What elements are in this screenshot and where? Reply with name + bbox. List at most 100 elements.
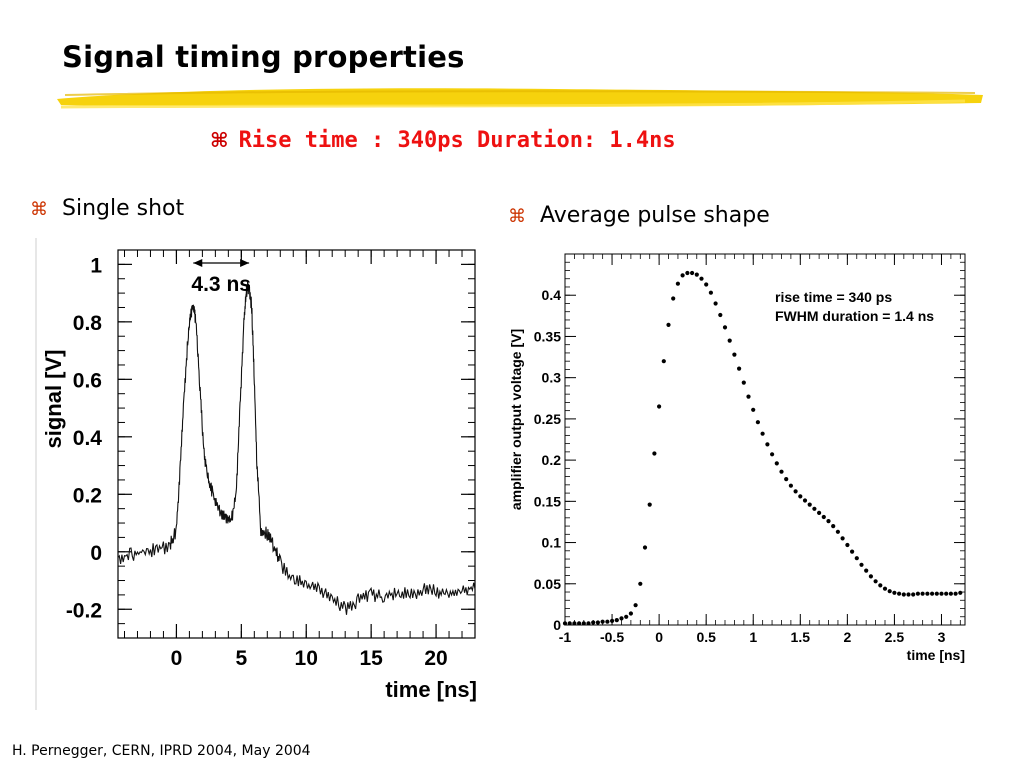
x-tick-label: 0: [171, 647, 183, 670]
data-point: [600, 619, 605, 624]
data-point: [595, 620, 600, 625]
data-point: [826, 519, 831, 524]
average-pulse-chart: 0 0.05 0.1 0.15 0.2 0.25 0.3 0.35 0.4 -1 -0.5 0 0.5 1…: [508, 253, 966, 663]
x-tick-label: 1.5: [791, 629, 811, 645]
x-tick-label: 5: [235, 647, 247, 670]
data-point: [633, 603, 638, 608]
data-point: [911, 592, 916, 597]
data-point: [586, 621, 591, 626]
x-tick-label: 0: [655, 629, 663, 645]
x-axis-label: time [ns]: [385, 677, 477, 702]
data-point: [605, 619, 610, 624]
data-point: [958, 590, 963, 595]
data-point: [784, 477, 789, 482]
data-point: [657, 404, 662, 409]
data-point: [732, 352, 737, 357]
data-point: [704, 282, 709, 287]
data-point: [887, 589, 892, 594]
data-point: [675, 281, 680, 286]
x-tick-label: -1: [559, 629, 572, 645]
bullet-icon: ⌘: [508, 206, 526, 227]
x-tick-label: 3: [938, 629, 946, 645]
y-tick-label: 1: [90, 254, 102, 277]
x-tick-label: 10: [295, 647, 318, 670]
data-point: [930, 591, 935, 596]
data-point: [882, 586, 888, 591]
data-point: [614, 618, 619, 623]
bullet-icon: ⌘: [30, 199, 48, 220]
title-highlight-stroke: [57, 88, 983, 109]
data-point: [591, 620, 596, 625]
data-point: [770, 452, 775, 457]
data-point: [854, 556, 859, 561]
data-point: [741, 380, 746, 385]
data-point: [708, 290, 713, 295]
data-point: [572, 621, 577, 626]
slide-title: Signal timing properties: [62, 40, 465, 74]
data-point: [812, 506, 817, 511]
data-point: [840, 536, 845, 541]
y-tick-label: 0.2: [73, 484, 102, 507]
data-point: [864, 568, 869, 573]
data-point: [737, 366, 742, 371]
data-point: [661, 359, 666, 364]
x-tick-label: 20: [424, 647, 447, 670]
data-point: [779, 469, 784, 474]
signal-trace: [117, 282, 476, 615]
data-point: [925, 591, 930, 596]
x-tick-label: 1: [749, 629, 757, 645]
x-tick-label: 2.5: [885, 629, 905, 645]
plot-frame: [117, 249, 476, 639]
data-point: [690, 270, 695, 276]
data-point: [850, 549, 855, 554]
data-point: [727, 338, 732, 343]
y-tick-label: 0.8: [73, 312, 103, 335]
y-axis-label: signal [V]: [41, 349, 66, 448]
y-tick-label: 0.6: [73, 369, 102, 392]
data-point: [581, 621, 586, 626]
x-tick-label: 2: [843, 629, 851, 645]
y-tick-label: 0: [553, 617, 561, 633]
data-point: [793, 489, 798, 494]
data-point: [953, 591, 958, 596]
data-point: [845, 542, 850, 548]
data-point: [685, 270, 690, 276]
y-tick-label: 0: [90, 542, 102, 565]
data-point: [892, 590, 897, 595]
data-point: [562, 621, 568, 626]
y-tick-label: 0.35: [534, 328, 561, 344]
data-point: [713, 301, 718, 306]
y-tick-label: 0.25: [534, 411, 561, 427]
data-point: [939, 591, 944, 596]
data-point: [647, 502, 652, 507]
data-point: [798, 494, 803, 499]
footer-citation: H. Pernegger, CERN, IPRD 2004, May 2004: [12, 743, 311, 759]
data-point: [859, 562, 864, 567]
data-point: [755, 420, 760, 425]
data-point: [868, 574, 873, 579]
data-point: [722, 325, 728, 330]
data-point: [948, 591, 953, 596]
data-point: [760, 431, 765, 436]
bullet-icon: ⌘: [210, 128, 229, 152]
bullet-single-shot-label: Single shot: [62, 196, 185, 221]
y-tick-label: 0.15: [534, 493, 561, 509]
data-point: [666, 322, 671, 327]
data-point: [746, 394, 751, 399]
bullet-average-pulse: ⌘ Average pulse shape: [508, 203, 770, 228]
data-point: [624, 614, 629, 619]
data-point: [934, 591, 939, 596]
annotation-label: 4.3 ns: [191, 273, 251, 296]
legend-text: rise time = 340 ps: [775, 289, 892, 305]
y-tick-label: 0.4: [542, 287, 562, 303]
data-point: [718, 312, 723, 318]
data-point: [873, 579, 878, 584]
data-point: [642, 545, 648, 550]
data-point: [915, 591, 920, 596]
data-point: [817, 510, 822, 515]
data-point: [694, 272, 699, 277]
y-tick-label: 0.1: [542, 535, 562, 551]
data-point: [774, 461, 779, 466]
data-point: [897, 591, 902, 596]
data-point: [567, 621, 572, 626]
